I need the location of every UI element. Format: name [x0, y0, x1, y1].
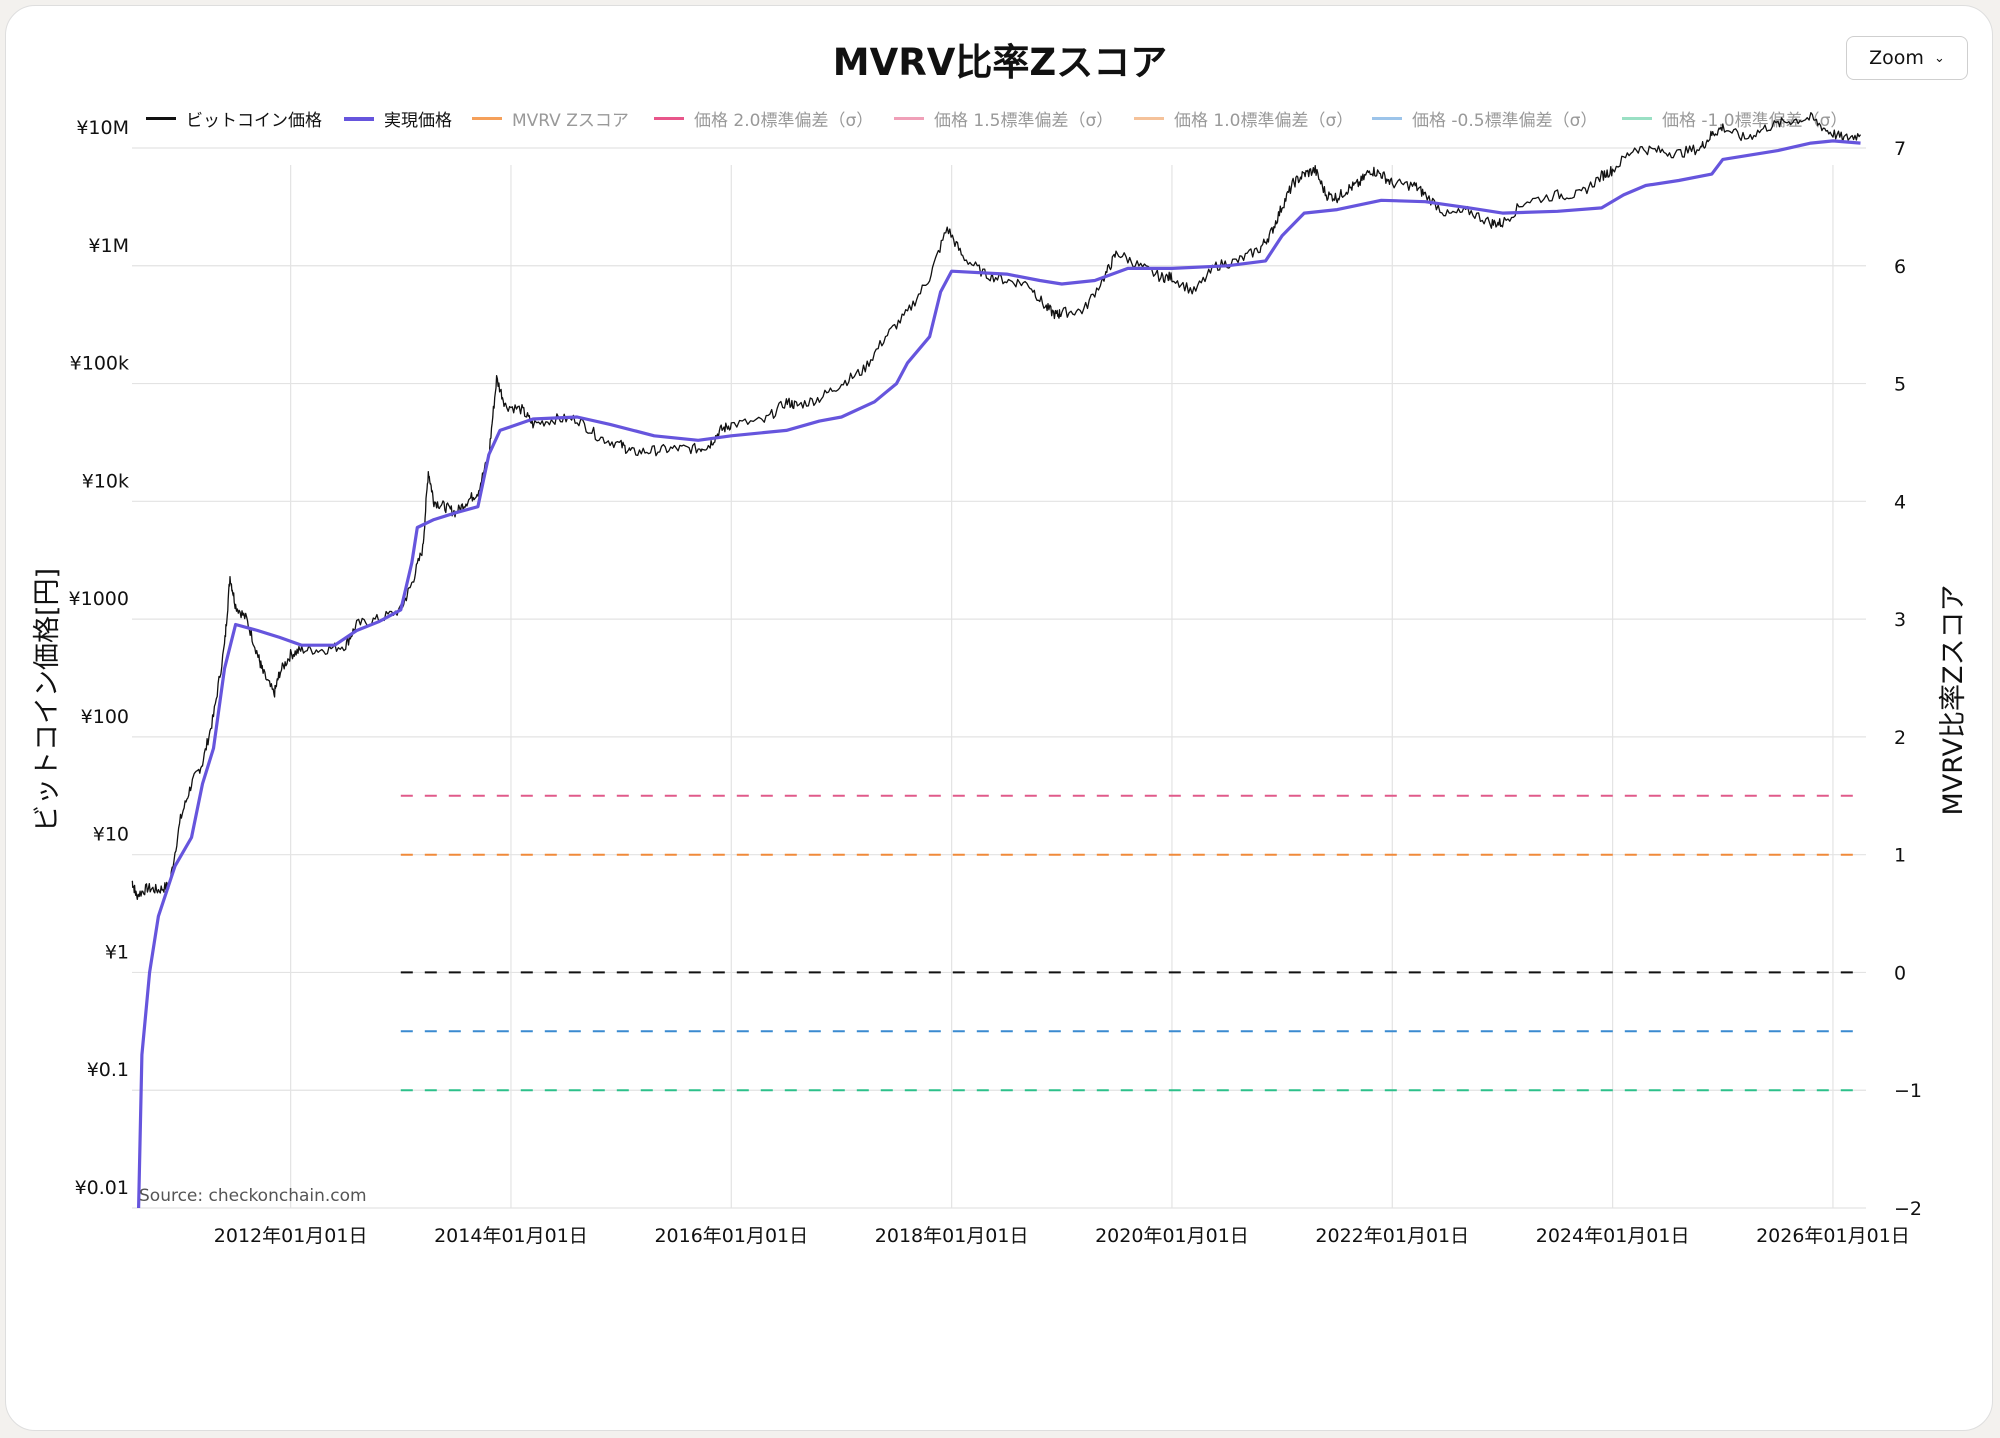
- y-right-tick-label: 3: [1894, 609, 1906, 631]
- zoom-label: Zoom: [1869, 47, 1924, 69]
- legend: ビットコイン価格 実現価格 MVRV Zスコア 価格 2.0標準偏差（σ） 価格…: [0, 106, 2000, 132]
- y-axis-right-title: MVRV比率Zスコア: [1938, 584, 1969, 815]
- x-tick-label: 2018年01月01日: [875, 1225, 1029, 1247]
- legend-item-sd-neg-0-5[interactable]: 価格 -0.5標準偏差（σ）: [1372, 106, 1597, 131]
- grid-layer: [132, 147, 1866, 1209]
- chevron-down-icon: ⌄: [1933, 50, 1945, 66]
- legend-swatch: [472, 117, 502, 120]
- x-tick-label: 2020年01月01日: [1095, 1225, 1249, 1247]
- legend-item-realized-price[interactable]: 実現価格: [344, 106, 452, 131]
- legend-label: 価格 1.5標準偏差（σ）: [934, 111, 1114, 131]
- legend-item-sd-1-0[interactable]: 価格 1.0標準偏差（σ）: [1134, 106, 1353, 131]
- y-right-tick-label: 5: [1894, 374, 1906, 396]
- x-tick-label: 2014年01月01日: [434, 1225, 588, 1247]
- series-line-1[interactable]: [137, 139, 1861, 1209]
- y-right-tick-label: −2: [1894, 1198, 1922, 1220]
- legend-label: 実現価格: [384, 111, 452, 131]
- y-right-tick-label: 2: [1894, 727, 1906, 749]
- tick-layer: 2012年01月01日 2014年01月01日 2016年01月01日 2018年01…: [69, 117, 1922, 1247]
- y-right-tick-label: 0: [1894, 962, 1906, 984]
- legend-label: 価格 -1.0標準偏差（σ）: [1662, 111, 1848, 131]
- y-left-tick-label: ¥10M: [76, 117, 129, 139]
- legend-item-btc-price[interactable]: ビットコイン価格: [146, 106, 322, 131]
- zoom-button[interactable]: Zoom ⌄: [1846, 36, 1968, 80]
- legend-swatch: [1372, 117, 1402, 120]
- legend-label: 価格 2.0標準偏差（σ）: [694, 111, 874, 131]
- legend-swatch: [1134, 117, 1164, 120]
- legend-item-mvrv-z[interactable]: MVRV Zスコア: [472, 106, 629, 131]
- x-tick-label: 2016年01月01日: [654, 1225, 808, 1247]
- legend-label: ビットコイン価格: [186, 111, 322, 131]
- y-right-tick-label: −1: [1894, 1080, 1922, 1102]
- series-layer: [131, 112, 1864, 1209]
- legend-swatch: [654, 117, 684, 120]
- x-tick-label: 2024年01月01日: [1536, 1225, 1690, 1247]
- series-line-0[interactable]: [131, 112, 1862, 901]
- y-left-tick-label: ¥0.01: [75, 1177, 129, 1199]
- y-axis-left-title: ビットコイン価格[円]: [32, 568, 63, 832]
- legend-item-sd-1-5[interactable]: 価格 1.5標準偏差（σ）: [894, 106, 1113, 131]
- y-left-tick-label: ¥0.1: [87, 1059, 129, 1081]
- legend-swatch: [344, 116, 374, 121]
- y-right-tick-label: 4: [1894, 491, 1906, 513]
- y-left-tick-label: ¥1000: [69, 588, 129, 610]
- legend-swatch: [146, 117, 176, 120]
- y-left-tick-label: ¥1: [105, 941, 129, 963]
- x-tick-label: 2026年01月01日: [1756, 1225, 1910, 1247]
- y-right-tick-label: 1: [1894, 845, 1906, 867]
- y-left-tick-label: ¥100k: [70, 353, 129, 375]
- x-tick-label: 2012年01月01日: [214, 1225, 368, 1247]
- legend-label: MVRV Zスコア: [512, 111, 629, 131]
- y-left-tick-label: ¥10k: [82, 470, 129, 492]
- legend-label: 価格 -0.5標準偏差（σ）: [1412, 111, 1598, 131]
- y-right-tick-label: 6: [1894, 256, 1906, 278]
- source-note: Source: checkonchain.com: [139, 1186, 367, 1206]
- y-left-tick-label: ¥1M: [88, 235, 129, 257]
- x-tick-label: 2022年01月01日: [1315, 1225, 1469, 1247]
- y-left-tick-label: ¥10: [93, 824, 129, 846]
- chart-title: MVRV比率Zスコア: [832, 41, 1168, 84]
- legend-item-sd-neg-1-0[interactable]: 価格 -1.0標準偏差（σ）: [1622, 106, 1847, 131]
- chart-card: [5, 5, 1993, 1431]
- legend-swatch: [1622, 117, 1652, 120]
- legend-item-sd-2-0[interactable]: 価格 2.0標準偏差（σ）: [654, 106, 873, 131]
- y-right-tick-label: 7: [1894, 138, 1906, 160]
- legend-swatch: [894, 117, 924, 120]
- y-left-tick-label: ¥100: [81, 706, 129, 728]
- legend-label: 価格 1.0標準偏差（σ）: [1174, 111, 1354, 131]
